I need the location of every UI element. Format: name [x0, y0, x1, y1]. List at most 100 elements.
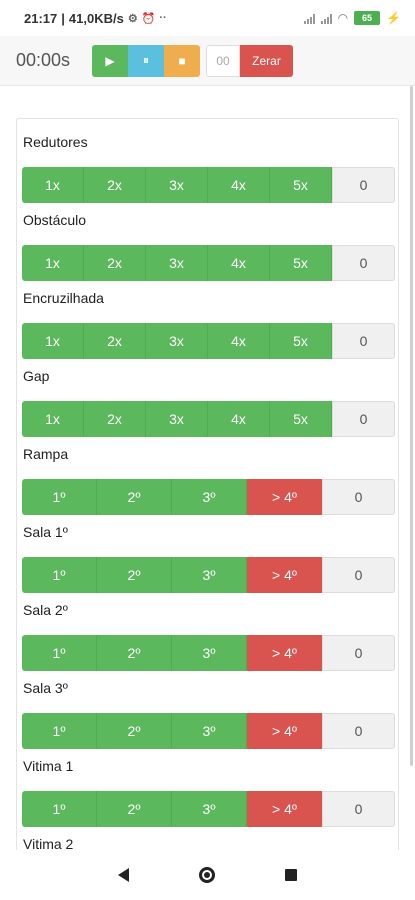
section-sala-1: Sala 1º 1º 2º 3º > 4º 0 — [17, 509, 398, 593]
battery-icon: 65 — [354, 11, 381, 25]
button-group: 1x 2x 3x 4x 5x 0 — [22, 323, 395, 359]
section-vitima-2: Vitima 2 — [17, 821, 398, 857]
zero-button[interactable]: 0 — [322, 791, 395, 827]
option-button[interactable]: 3º — [172, 479, 247, 515]
section-title: Rampa — [23, 446, 69, 462]
scrollbar[interactable] — [410, 86, 413, 766]
section-sala-2: Sala 2º 1º 2º 3º > 4º 0 — [17, 587, 398, 671]
section-title: Sala 2º — [23, 602, 68, 618]
status-left: 21:17 | 41,0KB/s ⚙ ⏰ ·· — [24, 11, 167, 26]
button-group: 1º 2º 3º > 4º 0 — [22, 557, 395, 593]
play-button[interactable]: ▶ — [92, 44, 128, 77]
option-button[interactable]: 1º — [22, 635, 97, 671]
timer-display: 00:00s — [16, 50, 71, 70]
button-group: 1º 2º 3º > 4º 0 — [22, 479, 395, 515]
section-title: Sala 3º — [23, 680, 68, 696]
option-button[interactable]: 2x — [84, 323, 146, 359]
section-encruzilhada: Encruzilhada 1x 2x 3x 4x 5x 0 — [17, 275, 398, 359]
section-vitima-1: Vitima 1 1º 2º 3º > 4º 0 — [17, 743, 398, 827]
option-button[interactable]: > 4º — [247, 557, 322, 593]
signal-icon — [320, 13, 332, 24]
counter-field[interactable]: 00 — [206, 44, 240, 77]
option-button[interactable]: 4x — [208, 323, 270, 359]
zero-button[interactable]: 0 — [322, 557, 395, 593]
option-button[interactable]: 2x — [84, 245, 146, 281]
option-button[interactable]: 1x — [22, 167, 84, 203]
zero-button[interactable]: 0 — [322, 635, 395, 671]
option-button[interactable]: 5x — [270, 401, 332, 437]
button-group: 1º 2º 3º > 4º 0 — [22, 713, 395, 749]
more-icon: ·· — [159, 12, 167, 24]
zero-button[interactable]: 0 — [332, 323, 395, 359]
option-button[interactable]: 3x — [146, 245, 208, 281]
option-button[interactable]: 5x — [270, 167, 332, 203]
status-bar: 21:17 | 41,0KB/s ⚙ ⏰ ·· ◠ 65 ⚡ — [0, 0, 415, 36]
zero-button[interactable]: 0 — [332, 167, 395, 203]
option-button[interactable]: 1º — [22, 557, 97, 593]
zero-button[interactable]: 0 — [322, 479, 395, 515]
zero-button[interactable]: 0 — [332, 401, 395, 437]
option-button[interactable]: > 4º — [247, 713, 322, 749]
option-button[interactable]: 1º — [22, 713, 97, 749]
option-button[interactable]: 2º — [97, 635, 172, 671]
zero-button[interactable]: 0 — [332, 245, 395, 281]
option-button[interactable]: 3x — [146, 167, 208, 203]
reset-button[interactable]: Zerar — [240, 44, 293, 77]
home-icon[interactable] — [199, 867, 215, 883]
section-rampa: Rampa 1º 2º 3º > 4º 0 — [17, 431, 398, 515]
option-button[interactable]: 2x — [84, 167, 146, 203]
location-icon: ⚙ — [127, 12, 138, 25]
pause-button[interactable]: ⏸ — [128, 44, 164, 77]
section-obstaculo: Obstáculo 1x 2x 3x 4x 5x 0 — [17, 197, 398, 281]
button-group: 1x 2x 3x 4x 5x 0 — [22, 167, 395, 203]
option-button[interactable]: 2º — [97, 713, 172, 749]
option-button[interactable]: 1x — [22, 323, 84, 359]
play-icon: ▶ — [105, 53, 115, 68]
option-button[interactable]: 2x — [84, 401, 146, 437]
option-button[interactable]: 2º — [97, 557, 172, 593]
zero-button[interactable]: 0 — [322, 713, 395, 749]
option-button[interactable]: 3x — [146, 401, 208, 437]
option-button[interactable]: 5x — [270, 245, 332, 281]
option-button[interactable]: 1º — [22, 791, 97, 827]
section-title: Vitima 2 — [23, 836, 74, 852]
status-right: ◠ 65 ⚡ — [303, 11, 401, 25]
option-button[interactable]: 3x — [146, 323, 208, 359]
option-button[interactable]: 2º — [97, 479, 172, 515]
alarm-icon: ⏰ — [141, 12, 156, 25]
option-button[interactable]: 5x — [270, 323, 332, 359]
option-button[interactable]: 3º — [172, 635, 247, 671]
option-button[interactable]: 3º — [172, 713, 247, 749]
status-time: 21:17 — [24, 10, 58, 26]
recents-icon[interactable] — [285, 869, 297, 881]
section-redutores: Redutores 1x 2x 3x 4x 5x 0 — [17, 119, 398, 203]
status-speed: 41,0KB/s — [68, 10, 124, 26]
charging-icon: ⚡ — [386, 11, 401, 25]
button-group: 1x 2x 3x 4x 5x 0 — [22, 245, 395, 281]
status-separator: | — [61, 10, 65, 26]
button-group: 1º 2º 3º > 4º 0 — [22, 791, 395, 827]
option-button[interactable]: > 4º — [247, 635, 322, 671]
back-icon[interactable] — [118, 868, 129, 882]
option-button[interactable]: 1x — [22, 401, 84, 437]
signal-icon — [303, 13, 315, 24]
option-button[interactable]: 2º — [97, 791, 172, 827]
option-button[interactable]: 4x — [208, 167, 270, 203]
option-button[interactable]: 4x — [208, 401, 270, 437]
timer-toolbar: 00:00s ▶ ⏸ ■ 00 Zerar — [0, 36, 415, 86]
button-group: 1º 2º 3º > 4º 0 — [22, 635, 395, 671]
section-title: Encruzilhada — [23, 290, 104, 306]
option-button[interactable]: 1º — [22, 479, 97, 515]
option-button[interactable]: 3º — [172, 791, 247, 827]
option-button[interactable]: > 4º — [247, 791, 322, 827]
section-sala-3: Sala 3º 1º 2º 3º > 4º 0 — [17, 665, 398, 749]
option-button[interactable]: > 4º — [247, 479, 322, 515]
option-button[interactable]: 4x — [208, 245, 270, 281]
scoring-card: Redutores 1x 2x 3x 4x 5x 0 Obstáculo 1x … — [16, 118, 399, 858]
stop-button[interactable]: ■ — [164, 44, 200, 77]
section-title: Obstáculo — [23, 212, 87, 228]
section-title: Redutores — [23, 134, 88, 150]
wifi-icon: ◠ — [337, 11, 349, 25]
option-button[interactable]: 3º — [172, 557, 247, 593]
option-button[interactable]: 1x — [22, 245, 84, 281]
